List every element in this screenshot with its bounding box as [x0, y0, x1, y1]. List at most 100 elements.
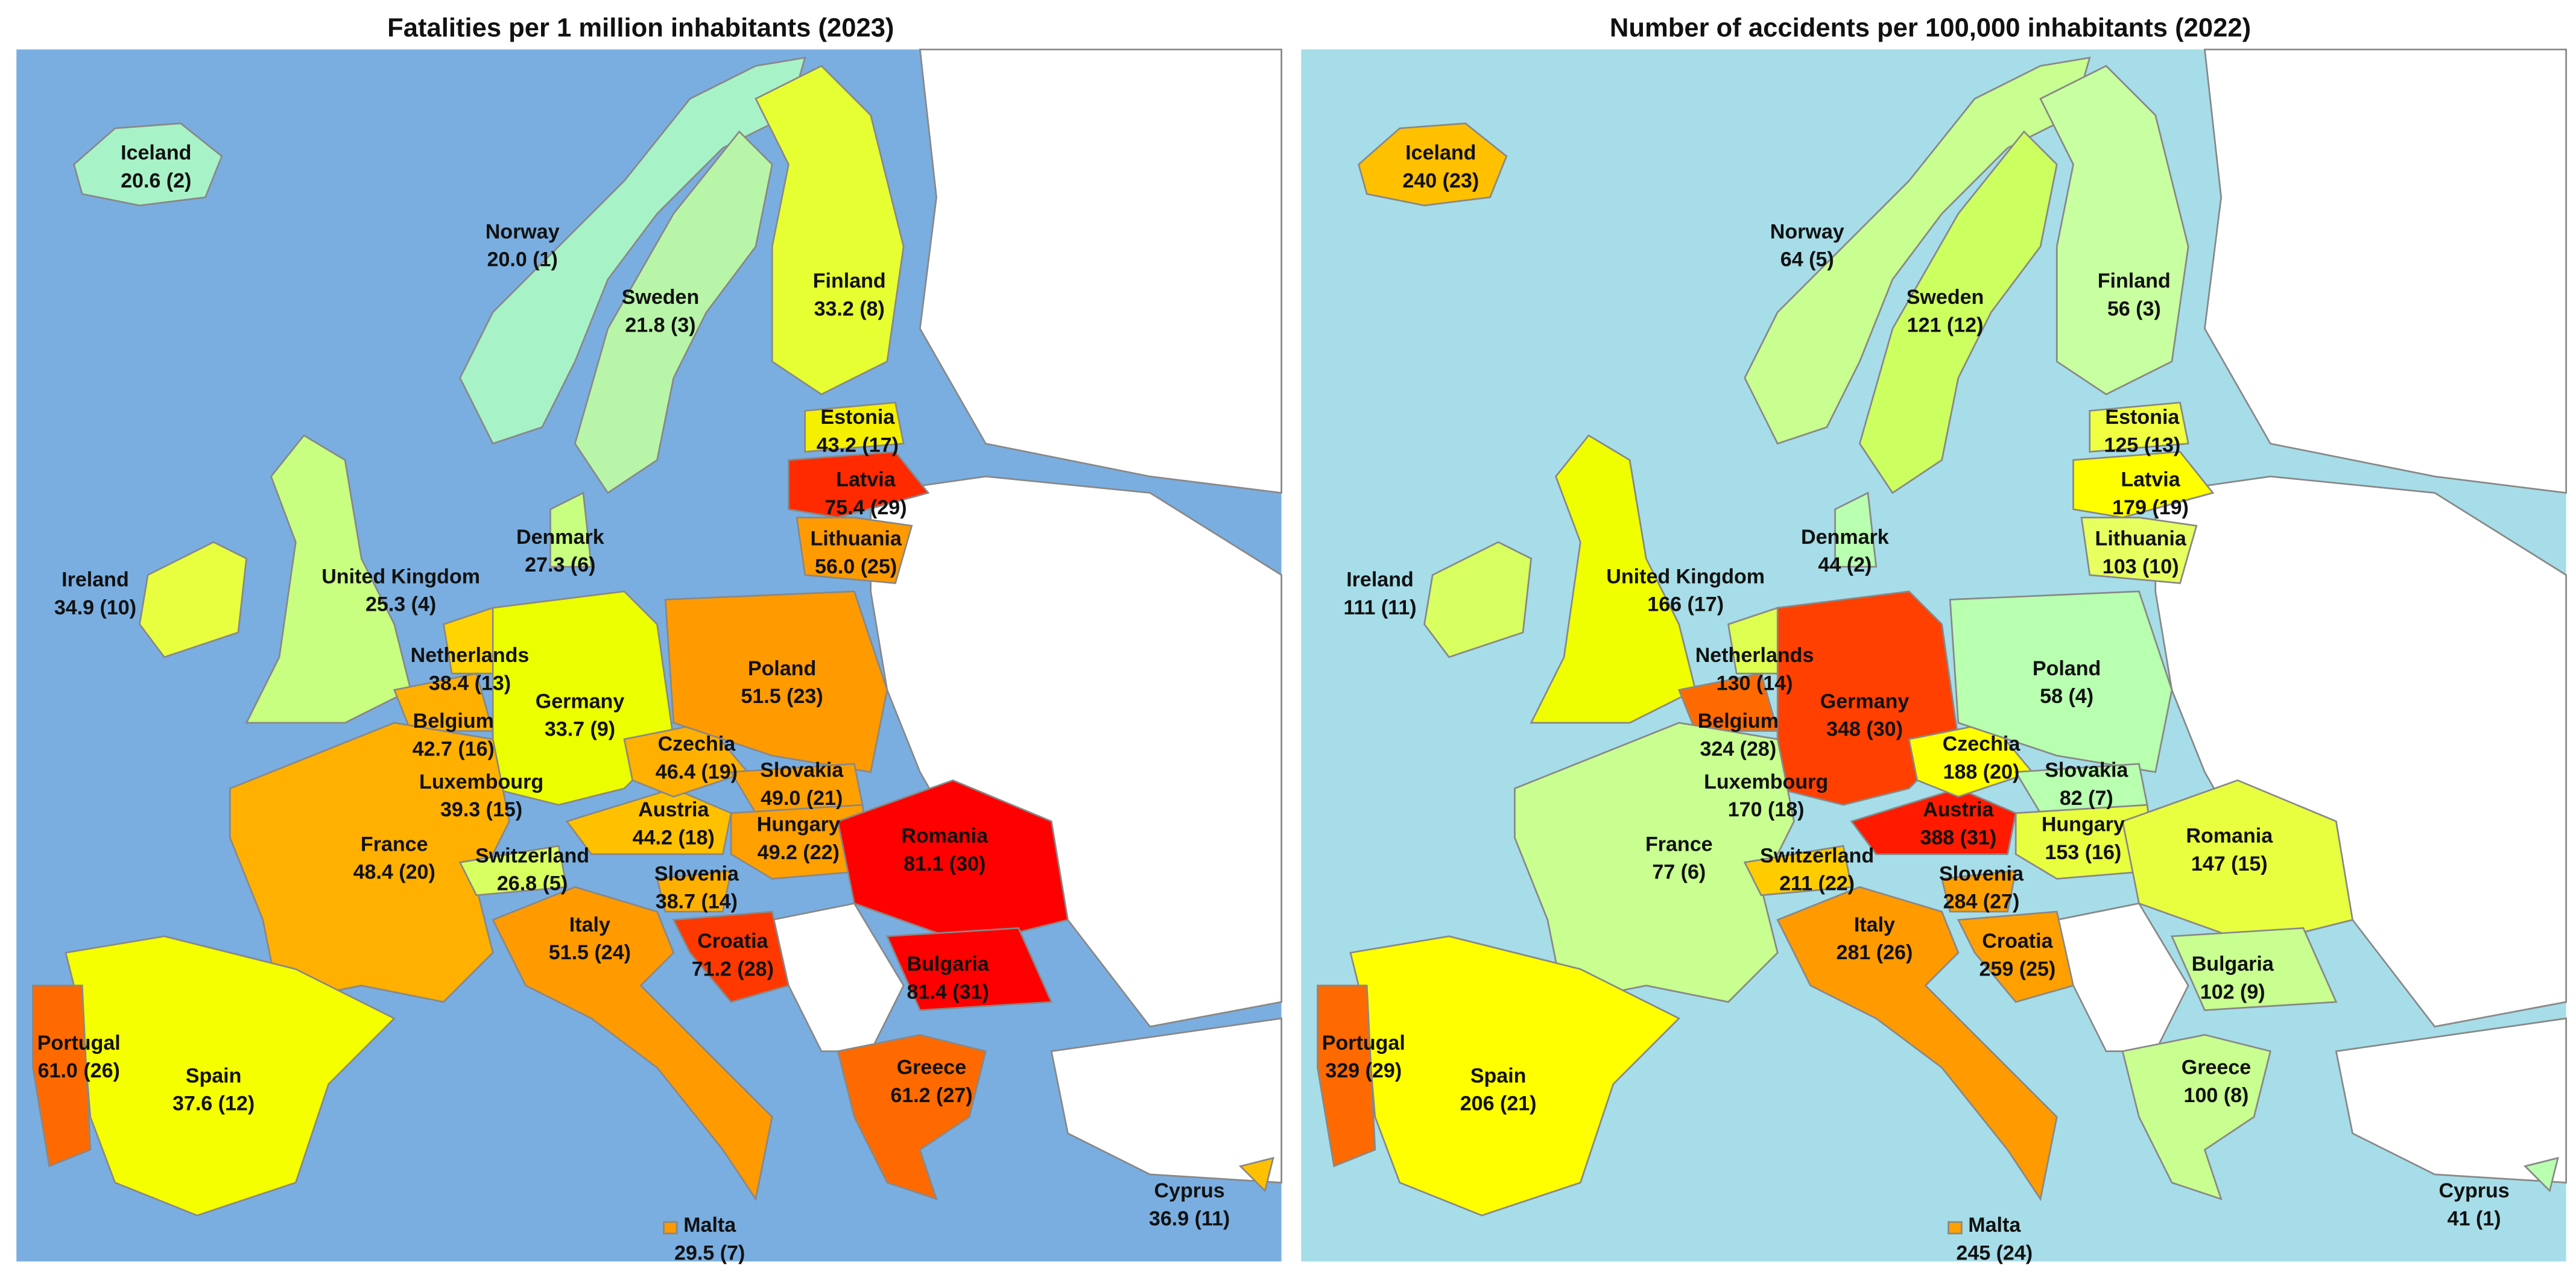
country-value: 188 (20) [1943, 760, 2020, 783]
country-value: 21.8 (3) [625, 314, 695, 337]
country [1948, 1221, 1963, 1235]
country-name: Netherlands [411, 644, 530, 667]
country-name: Latvia [2121, 468, 2180, 491]
country-value: 46.4 (19) [656, 760, 738, 783]
country-value: 58 (4) [2040, 685, 2093, 708]
country-value: 100 (8) [2184, 1084, 2249, 1107]
country [788, 450, 930, 519]
country-value: 166 (17) [1647, 593, 1724, 616]
country [2170, 927, 2338, 1011]
country-value: 103 (10) [2103, 555, 2179, 578]
country [2121, 1033, 2272, 1200]
country-name: Bulgaria [907, 953, 990, 976]
country [730, 804, 872, 880]
country-name: Germany [1820, 690, 1910, 713]
country-name: Spain [186, 1064, 242, 1087]
country-value: 147 (15) [2191, 853, 2268, 875]
country-name: Greece [2182, 1056, 2251, 1079]
country-value: 56.0 (25) [815, 555, 897, 578]
country [1776, 886, 2058, 1202]
country-value: 44.2 (18) [633, 826, 715, 849]
country [574, 130, 773, 494]
country [1858, 130, 2058, 494]
country-name: Poland [748, 657, 816, 680]
country-name: Luxembourg [1704, 771, 1828, 793]
country [885, 927, 1053, 1011]
country [2089, 402, 2189, 453]
country-name: Estonia [820, 406, 895, 429]
country-value: 206 (21) [1460, 1092, 1537, 1115]
country-value: 77 (6) [1652, 861, 1706, 884]
country [32, 985, 92, 1168]
country-name: United Kingdom [1606, 565, 1765, 588]
country-name: Lithuania [811, 528, 902, 550]
country-name: Denmark [1801, 526, 1889, 549]
country-value: 43.2 (17) [817, 433, 899, 456]
country [549, 491, 593, 568]
country-value: 61.2 (27) [890, 1084, 972, 1107]
country [1834, 491, 1878, 568]
country-name: Latvia [836, 468, 896, 491]
country-name: Norway [1770, 220, 1844, 243]
country-name: Luxembourg [419, 771, 543, 793]
country [2080, 516, 2198, 584]
country [796, 516, 913, 584]
country-value: 71.2 (28) [692, 957, 774, 980]
country [565, 787, 732, 856]
country-name: Slovenia [1939, 862, 2024, 885]
country-name: Hungary [2042, 813, 2125, 836]
country [2072, 450, 2215, 519]
country-name: Spain [1470, 1064, 1527, 1087]
country-value: 36.9 (11) [1149, 1207, 1230, 1230]
country-name: Italy [1854, 913, 1895, 936]
country [837, 779, 1069, 945]
country-name: Iceland [1405, 142, 1476, 165]
country-name: Belgium [1698, 710, 1779, 733]
country-name: Denmark [516, 526, 604, 549]
country [1238, 1156, 1274, 1193]
country [2039, 65, 2189, 396]
country-name: Croatia [1982, 930, 2053, 953]
country [664, 590, 888, 774]
country-name: Sweden [622, 286, 700, 309]
country-value: 259 (25) [1979, 957, 2056, 980]
country-name: Cyprus [2438, 1179, 2509, 1202]
other-land [2335, 1017, 2568, 1184]
country [2523, 1156, 2559, 1193]
country [2014, 804, 2157, 880]
country-name: Romania [2186, 825, 2273, 848]
country-name: Sweden [1907, 286, 1984, 309]
country [245, 434, 412, 724]
country-value: 388 (31) [1920, 826, 1996, 849]
country-name: Slovenia [654, 862, 739, 885]
country-value: 20.0 (1) [487, 248, 558, 271]
country-value: 38.7 (14) [656, 891, 738, 913]
country-name: Iceland [121, 142, 191, 165]
country-name: Cyprus [1154, 1179, 1224, 1202]
other-land [2203, 48, 2568, 494]
country-value: 170 (18) [1728, 798, 1805, 821]
country-value: 49.0 (21) [761, 787, 843, 810]
country-value: 82 (7) [2060, 787, 2113, 810]
country-name: Croatia [697, 930, 768, 953]
country [837, 1033, 987, 1200]
country-name: Romania [901, 825, 989, 848]
country-name: Austria [638, 798, 709, 821]
country [458, 845, 568, 897]
country-name: Czechia [1943, 733, 2021, 755]
country-value: 33.2 (8) [814, 297, 885, 320]
country-name: Ireland [62, 569, 129, 591]
country-name: Germany [536, 690, 625, 713]
map: Iceland 240 (23) Norway 64 (5) Sweden 121 (12… [1301, 48, 2568, 1265]
country-value: 81.1 (30) [903, 853, 986, 875]
country-value: 324 (28) [1700, 737, 1776, 760]
country [492, 886, 773, 1202]
other-land [919, 48, 1282, 494]
country-name: Bulgaria [2192, 953, 2274, 976]
country-value: 153 (16) [2045, 841, 2121, 864]
country [663, 1221, 678, 1235]
country-value: 111 (11) [1343, 596, 1416, 619]
country-name: Greece [897, 1056, 966, 1079]
country-name: Ireland [1346, 569, 1414, 591]
